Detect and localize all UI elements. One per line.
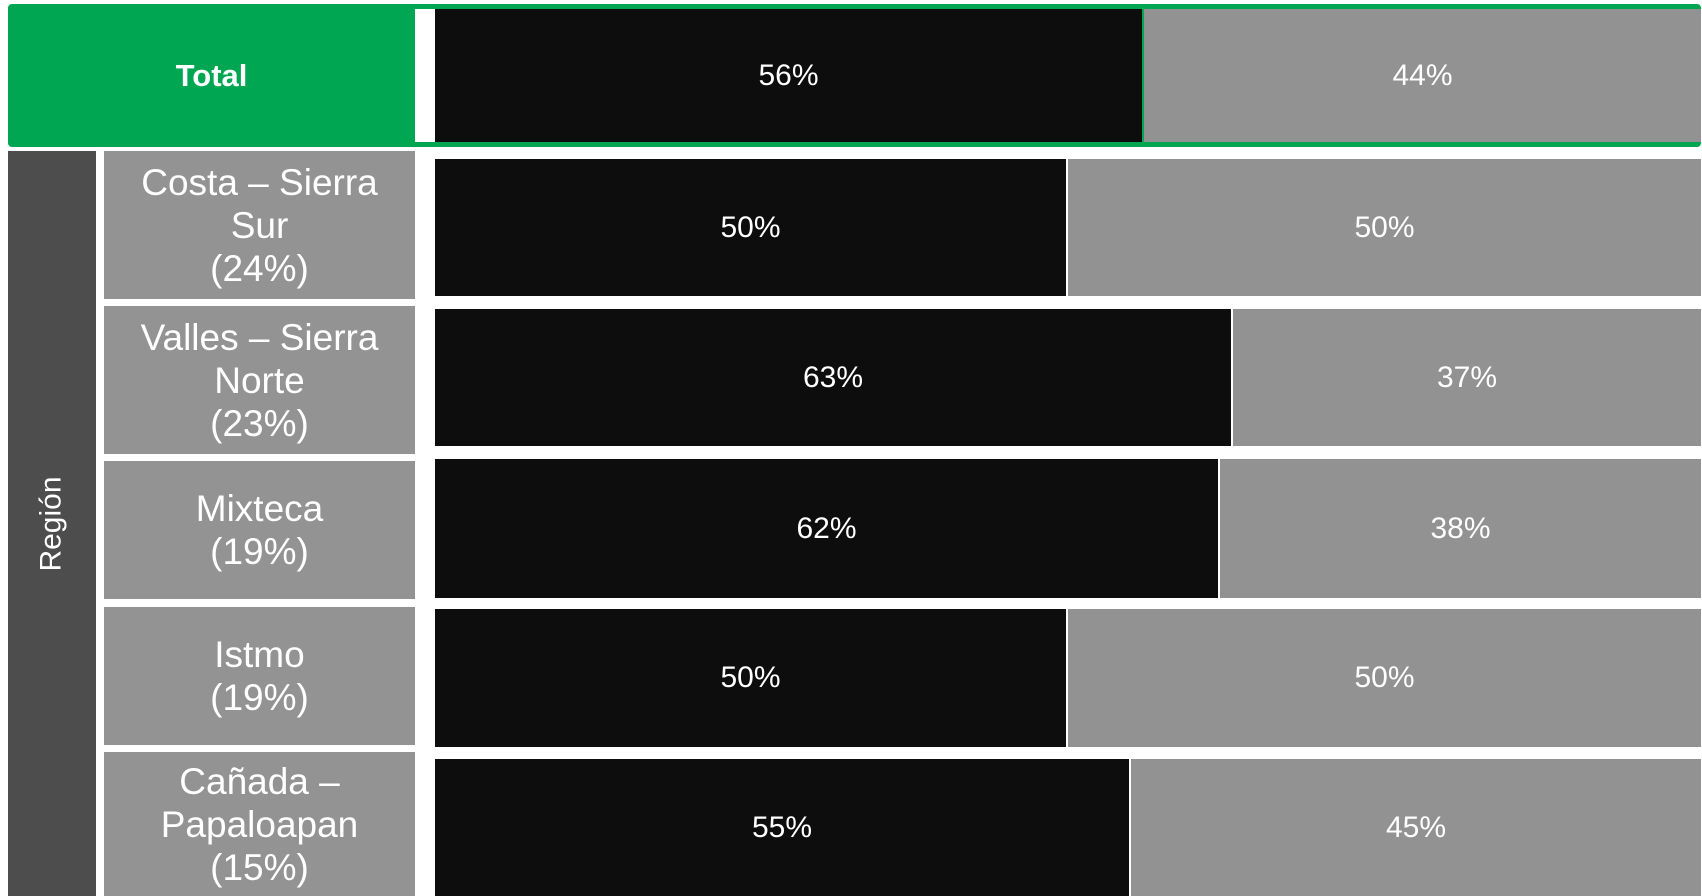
bar-value-label: 50% (720, 210, 781, 244)
category-label: Istmo (19%) (104, 607, 415, 745)
bar-value-label: 37% (1436, 360, 1498, 394)
category-label-text: Costa – Sierra Sur (24%) (141, 161, 378, 289)
bar-value-label: 50% (1354, 661, 1415, 694)
region-group-band (8, 151, 96, 896)
category-label: Cañada – Papaloapan (15%) (104, 752, 415, 896)
region-group-label-wrap: Región (8, 151, 96, 896)
bar-value-label: 50% (720, 661, 781, 694)
bar-value-label: 56% (758, 58, 819, 92)
total-row-gap (415, 9, 435, 142)
category-label: Valles – Sierra Norte (23%) (104, 306, 415, 454)
bar-segment: 37% (1233, 309, 1701, 446)
bar-segment: 55% (435, 759, 1129, 896)
bar-segment: 50% (435, 609, 1066, 747)
bar-segment: 62% (435, 459, 1218, 598)
bar-value-label: 44% (1392, 58, 1453, 92)
bar-segment: 44% (1144, 9, 1701, 142)
category-label-text: Istmo (19%) (210, 634, 309, 718)
bar-segment: 38% (1220, 459, 1701, 598)
bar-value-label: 38% (1430, 511, 1491, 545)
region-group-label: Región (35, 475, 69, 572)
category-label-text: Mixteca (19%) (195, 488, 324, 572)
bar-segment: 50% (1068, 159, 1701, 296)
category-label-total: Total (175, 57, 248, 93)
bar-segment: 50% (435, 159, 1066, 296)
bar-segment: 56% (435, 9, 1142, 142)
bar-value-label: 50% (1354, 210, 1415, 244)
bar-segment: 63% (435, 309, 1231, 446)
category-label-text: Valles – Sierra Norte (23%) (140, 316, 379, 444)
category-label: Costa – Sierra Sur (24%) (104, 151, 415, 299)
bar-value-label: 55% (751, 810, 813, 844)
bar-value-label: 63% (802, 360, 864, 394)
bar-value-label: 62% (796, 511, 857, 545)
bar-segment: 45% (1131, 759, 1701, 896)
bar-value-label: 45% (1385, 810, 1447, 844)
category-label: Mixteca (19%) (104, 461, 415, 599)
category-label-text: Cañada – Papaloapan (15%) (160, 760, 359, 888)
bar-segment: 50% (1068, 609, 1701, 747)
